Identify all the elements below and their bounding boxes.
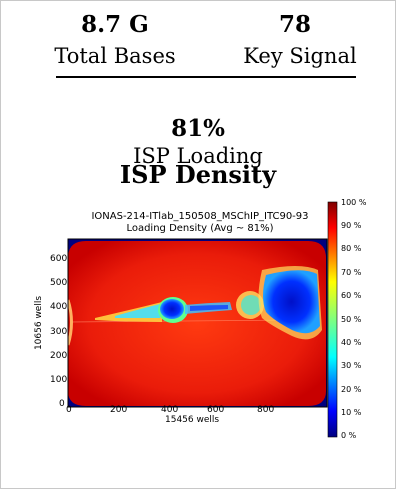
y-tick-600: 600 [50, 254, 68, 264]
chart-title: IONAS-214-ITlab_150508_MSChIP_ITC90-93 L… [60, 211, 340, 235]
stats-divider [56, 76, 356, 78]
colorbar-tick-100: 100 % [341, 198, 367, 207]
bulb-core [160, 299, 184, 319]
y-tick-500: 500 [50, 278, 68, 288]
colorbar [327, 201, 338, 438]
colorbar-tick-50: 50 % [341, 315, 362, 324]
colorbar-tick-90: 90 % [341, 221, 362, 230]
isp-loading-value: 81% [171, 115, 225, 142]
total-bases-value: 8.7 G [81, 11, 149, 38]
isp-density-heading: ISP Density [119, 160, 277, 189]
colorbar-tick-60: 60 % [341, 291, 362, 300]
key-signal-label: Key Signal [243, 44, 357, 68]
colorbar-tick-30: 30 % [341, 361, 362, 370]
x-tick-200: 200 [110, 405, 128, 415]
x-tick-800: 800 [257, 405, 275, 415]
isp-loading-label: ISP Loading [133, 144, 263, 168]
y-tick-300: 300 [50, 327, 68, 337]
chart-title-line2: Loading Density (Avg ~ 81%) [126, 223, 274, 234]
colorbar-tick-10: 10 % [341, 408, 362, 417]
total-bases-label: Total Bases [54, 44, 176, 68]
left-edge [68, 299, 73, 346]
colorbar-tick-80: 80 % [341, 244, 362, 253]
x-axis-label: 15456 wells [165, 415, 220, 425]
right-blue-region [263, 270, 320, 334]
chart-title-line1: IONAS-214-ITlab_150508_MSChIP_ITC90-93 [91, 211, 309, 222]
key-signal-value: 78 [278, 11, 311, 38]
flow-line [69, 319, 301, 323]
colorbar-tick-20: 20 % [341, 385, 362, 394]
colorbar-tick-0: 0 % [341, 431, 357, 440]
y-axis-label: 10656 wells [34, 295, 44, 351]
x-tick-600: 600 [207, 405, 225, 415]
density-map [68, 241, 326, 406]
colorbar-tick-70: 70 % [341, 268, 362, 277]
axes-frame [67, 238, 328, 408]
y-tick-100: 100 [50, 375, 68, 385]
y-tick-0: 0 [59, 399, 65, 409]
y-tick-400: 400 [50, 302, 68, 312]
x-tick-0: 0 [66, 405, 72, 415]
x-tick-400: 400 [161, 405, 179, 415]
y-tick-200: 200 [50, 351, 68, 361]
colorbar-tick-40: 40 % [341, 338, 362, 347]
